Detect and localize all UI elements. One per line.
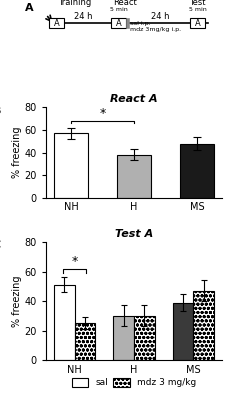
Bar — [180, 144, 214, 198]
Text: A: A — [195, 18, 201, 28]
Bar — [54, 133, 88, 198]
Title: Test A: Test A — [115, 228, 153, 238]
Text: 5 min: 5 min — [110, 7, 128, 12]
Text: B: B — [0, 106, 1, 116]
Bar — [113, 316, 134, 360]
Bar — [173, 302, 193, 360]
Title: React A: React A — [110, 94, 158, 104]
Bar — [193, 291, 214, 360]
FancyBboxPatch shape — [49, 18, 64, 28]
Text: Training: Training — [58, 0, 91, 7]
FancyBboxPatch shape — [111, 18, 126, 28]
FancyBboxPatch shape — [190, 18, 205, 28]
Text: *: * — [71, 255, 78, 268]
Bar — [75, 323, 95, 360]
FancyBboxPatch shape — [126, 18, 129, 28]
Text: mdz 3mg/kg i.p.: mdz 3mg/kg i.p. — [130, 27, 181, 32]
Text: A: A — [25, 3, 33, 13]
Text: sal i.p.: sal i.p. — [130, 20, 150, 26]
Legend: sal, mdz 3 mg/kg: sal, mdz 3 mg/kg — [68, 374, 200, 391]
Bar — [54, 285, 75, 360]
Text: React: React — [113, 0, 136, 7]
Bar — [134, 316, 155, 360]
Text: A: A — [116, 18, 121, 28]
Text: 5 min: 5 min — [189, 7, 207, 12]
Text: C: C — [0, 240, 1, 250]
Bar — [117, 155, 151, 198]
Text: 24 h: 24 h — [151, 12, 170, 21]
Text: 24 h: 24 h — [74, 12, 92, 21]
Text: A: A — [54, 18, 60, 28]
Y-axis label: % freezing: % freezing — [12, 127, 22, 178]
Text: Test: Test — [189, 0, 205, 7]
Text: *: * — [99, 108, 106, 120]
Y-axis label: % freezing: % freezing — [12, 275, 22, 327]
